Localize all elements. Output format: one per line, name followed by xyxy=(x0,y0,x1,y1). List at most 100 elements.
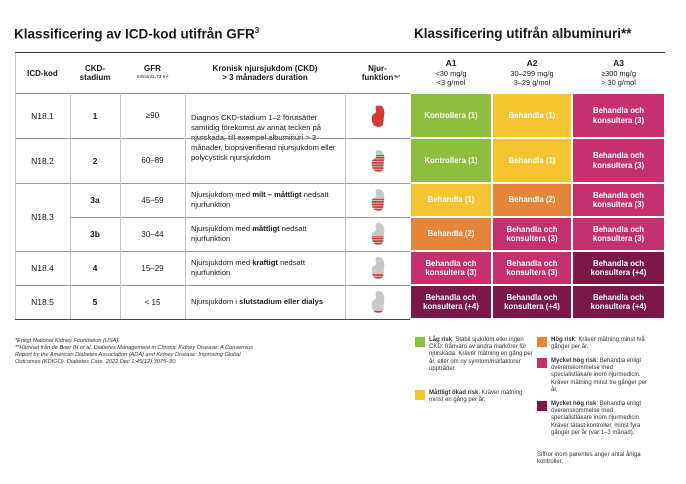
gfr-range: 45–59 xyxy=(141,195,164,205)
h-line: > 30 g/mol xyxy=(601,78,636,87)
legend-note: Siffror inom parentes anger antal årliga… xyxy=(537,452,641,466)
rule xyxy=(120,93,121,319)
icd-code: N18.1 xyxy=(31,110,54,121)
rule xyxy=(15,138,70,139)
risk-text: Behandla (1) xyxy=(508,110,556,120)
rule xyxy=(70,285,410,286)
risk-text: Behandla och konsultera (3) xyxy=(506,258,558,278)
risk-text: Behandla och konsultera (+4) xyxy=(423,292,479,312)
risk-cell: Behandla och konsultera (3) xyxy=(573,184,664,216)
legend-text: Hög risk: Kräver mätning minst två gånge… xyxy=(551,337,655,351)
description: Njursjukdom med måttligt nedsatt njurfun… xyxy=(185,217,345,251)
risk-cell: Behandla (1) xyxy=(493,94,571,137)
risk-text: Kontrollera (1) xyxy=(424,155,478,165)
legend-swatch xyxy=(415,390,425,400)
ckd-stage: 3b xyxy=(90,229,100,239)
description: Njursjukdom med kraftigt nedsatt njurfun… xyxy=(185,251,345,285)
risk-cell: Behandla (1) xyxy=(493,139,571,182)
legend-label: Hög risk xyxy=(551,337,576,343)
risk-text: Behandla (2) xyxy=(427,229,475,239)
risk-text: Behandla och konsultera (3) xyxy=(425,258,477,278)
legend-swatch xyxy=(415,337,425,347)
description-bold: måttligt xyxy=(252,224,280,233)
right-title: Klassificering utifrån albuminuri** xyxy=(414,26,632,41)
legend-label: Låg risk xyxy=(429,337,453,343)
ckd-stage: 5 xyxy=(92,297,98,307)
legend-text: Mycket hög risk: Behandla enligt överens… xyxy=(551,401,655,437)
risk-cell: Behandla och konsultera (3) xyxy=(573,139,664,182)
legend-swatch xyxy=(537,358,547,368)
h-text: CKD- xyxy=(85,64,105,73)
risk-cell: Behandla (2) xyxy=(493,184,571,216)
risk-cell: Behandla och konsultera (3) xyxy=(493,252,571,284)
header-description: Kronisk njursjukdom (CKD) > 3 månaders du… xyxy=(185,53,345,93)
risk-text: Behandla och konsultera (3) xyxy=(592,190,645,210)
risk-cell: Kontrollera (1) xyxy=(411,139,491,182)
gfr-range: ≥90 xyxy=(145,111,160,120)
rule xyxy=(15,285,70,286)
risk-text: Behandla (1) xyxy=(427,195,475,205)
description-text: Njursjukdom med milt – måttligt nedsatt … xyxy=(191,190,339,210)
kidney-icon xyxy=(371,104,384,127)
description: Njursjukdom i slutstadium eller dialys xyxy=(185,285,345,319)
h-line: 3–29 g/mol xyxy=(513,78,551,87)
h-text: Kronisk njursjukdom (CKD) xyxy=(212,64,318,73)
description-part: Njursjukdom i xyxy=(191,297,240,306)
risk-text: Behandla (1) xyxy=(508,155,556,165)
risk-cell: Behandla och konsultera (3) xyxy=(493,218,571,250)
h-line: 30–299 mg/g xyxy=(510,69,554,78)
title-sup: 3 xyxy=(254,26,260,35)
risk-text: Behandla och konsultera (+4) xyxy=(590,258,647,278)
icd-code: N18.4 xyxy=(31,263,54,273)
rule xyxy=(70,251,410,252)
kidney-icon xyxy=(371,223,384,245)
rule xyxy=(70,217,410,218)
risk-cell: Behandla och konsultera (3) xyxy=(411,252,491,284)
risk-text: Behandla (2) xyxy=(508,195,556,205)
kidney-icon xyxy=(371,149,384,172)
description-text: Njursjukdom med måttligt nedsatt njurfun… xyxy=(191,224,339,244)
h-line: ≥300 mg/g xyxy=(601,69,636,78)
ckd-stage: 2 xyxy=(92,155,98,166)
rule xyxy=(70,183,410,184)
rule xyxy=(15,183,70,184)
rule xyxy=(15,93,70,94)
kidney-icon xyxy=(371,291,384,313)
ckd-stage: 3a xyxy=(90,195,100,205)
risk-cell: Behandla och konsultera (+4) xyxy=(573,252,664,284)
gfr-range: 60–89 xyxy=(141,156,164,165)
description-text: Njursjukdom i slutstadium eller dialys xyxy=(191,297,323,307)
risk-text: Behandla och konsultera (3) xyxy=(592,106,645,125)
rule xyxy=(185,93,186,319)
header-gfr: GFR ml/min/1,73 m² xyxy=(120,53,185,93)
icd-code: N18.5 xyxy=(31,297,54,307)
legend-desc: : Behandla enligt överenskommelse med sp… xyxy=(551,358,648,393)
footnote: **Hämtad från de Boer IH et al. Diabetes… xyxy=(15,345,254,365)
h-name: A2 xyxy=(526,58,538,68)
description-part: nedsatt njurfunktion xyxy=(191,224,307,243)
description-bold: milt – måttligt xyxy=(252,190,302,199)
header-icd: ICD-kod xyxy=(15,53,70,93)
legend-text: Låg risk: Stabil sjukdom eller ingen CKD… xyxy=(429,337,533,373)
description-part: Njursjukdom med xyxy=(191,224,253,233)
header-albumin: A1 <30 mg/g <3 g/mol xyxy=(410,53,492,93)
risk-text: Behandla och konsultera (3) xyxy=(506,224,558,244)
risk-text: Behandla och konsultera (3) xyxy=(592,151,645,170)
icd-code: N18.2 xyxy=(31,155,54,166)
h-line: <3 g/mol xyxy=(436,78,466,87)
title-text: Klassificering av ICD-kod utifrån GFR xyxy=(14,26,255,42)
risk-cell: Behandla (2) xyxy=(411,218,491,250)
rule xyxy=(70,93,410,94)
rule xyxy=(15,53,16,319)
risk-cell: Behandla och konsultera (3) xyxy=(573,94,664,137)
h-text: > 3 månaders duration xyxy=(222,73,308,82)
risk-text: Behandla och konsultera (3) xyxy=(592,224,645,244)
h-text: GFR xyxy=(144,64,161,73)
footnote: *Enligt National Kidney Foundation (USA)… xyxy=(15,338,120,344)
legend-text: Måttligt ökad risk: Kräver mätning minst… xyxy=(429,390,533,404)
legend-text: Mycket hög risk: Behandla enligt överens… xyxy=(551,358,655,394)
rule xyxy=(15,251,70,252)
rule xyxy=(70,93,71,319)
legend-desc: : Behandla enligt överenskommelse med sp… xyxy=(551,401,642,436)
